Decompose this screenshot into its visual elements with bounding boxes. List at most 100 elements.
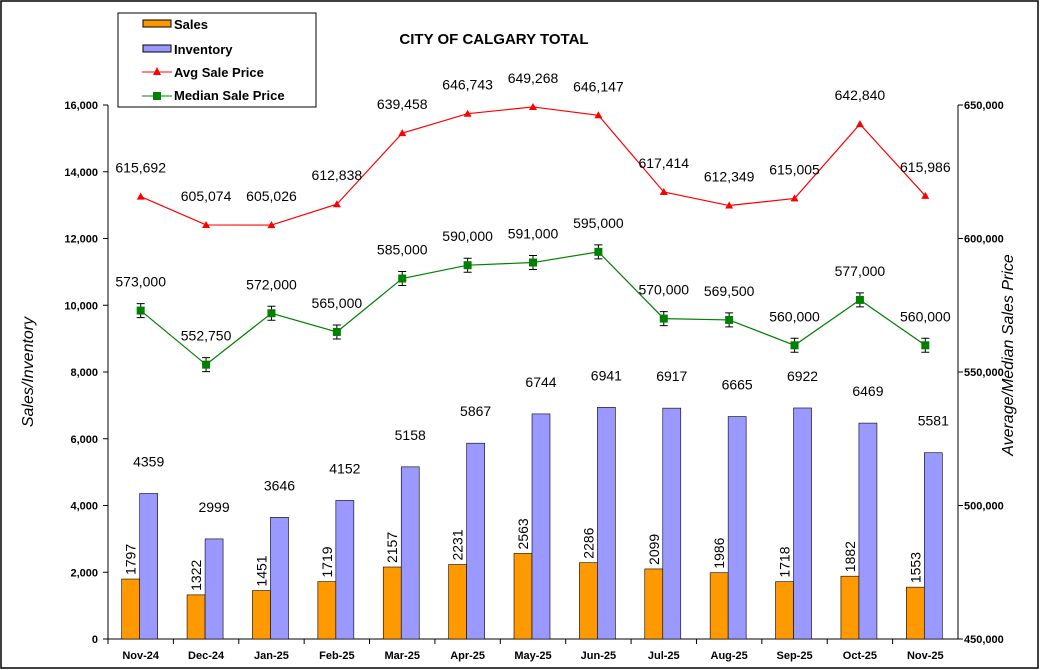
- sales-bar: [121, 578, 140, 640]
- legend-label-median: Median Sale Price: [174, 88, 285, 103]
- inventory-data-label: 4152: [329, 460, 360, 476]
- sales-bar: [252, 590, 271, 640]
- sales-data-label: 2157: [384, 532, 400, 563]
- left-tick-label: 2,000: [70, 567, 98, 579]
- avg-point: [463, 109, 472, 117]
- left-tick-label: 10,000: [64, 300, 98, 312]
- sales-data-label: 1718: [777, 546, 793, 577]
- sales-data-label: 2099: [646, 534, 662, 565]
- median-data-label: 565,000: [312, 295, 363, 311]
- right-tick-label: 600,000: [964, 234, 1004, 246]
- avg-point: [529, 102, 537, 110]
- x-tick-label: May-25: [514, 650, 551, 662]
- inventory-data-label: 6665: [722, 377, 753, 393]
- chart-title: CITY OF CALGARY TOTAL: [399, 31, 588, 48]
- x-tick-label: Sep-25: [776, 650, 812, 662]
- inventory-data-label: 5581: [918, 413, 949, 429]
- avg-point: [398, 129, 407, 137]
- right-tick-label: 450,000: [964, 634, 1004, 646]
- legend-triangle-marker: [153, 67, 161, 75]
- sales-bar: [840, 575, 860, 640]
- inventory-bar: [204, 538, 224, 640]
- median-point: [267, 309, 276, 318]
- avg-data-label: 615,692: [115, 160, 166, 176]
- avg-point: [267, 221, 276, 229]
- median-data-label: 560,000: [900, 308, 951, 324]
- legend-label-inventory: Inventory: [174, 42, 233, 57]
- median-point: [659, 314, 668, 323]
- right-tick-label: 550,000: [964, 367, 1004, 379]
- inventory-bar: [727, 416, 747, 640]
- inventory-bar: [924, 452, 943, 640]
- inventory-data-label: 5158: [395, 427, 426, 443]
- x-tick-label: Feb-25: [319, 650, 354, 662]
- inventory-bar: [531, 413, 551, 640]
- left-tick-label: 4,000: [70, 501, 98, 513]
- median-data-label: 570,000: [638, 282, 689, 298]
- left-tick-label: 6,000: [70, 434, 98, 446]
- sales-bar: [906, 586, 925, 640]
- inventory-data-label: 4359: [133, 454, 164, 470]
- left-tick-label: 8,000: [70, 367, 98, 379]
- median-point: [725, 315, 734, 324]
- avg-data-label: 615,005: [769, 161, 820, 177]
- x-tick-label: Aug-25: [711, 650, 748, 662]
- avg-point: [855, 120, 864, 128]
- sales-data-label: 1451: [253, 555, 269, 586]
- median-point: [398, 274, 407, 283]
- inventory-bar: [139, 493, 158, 640]
- sales-data-label: 1322: [188, 560, 204, 591]
- inventory-data-label: 3646: [264, 477, 295, 493]
- inventory-data-label: 5867: [460, 403, 491, 419]
- avg-point: [332, 200, 341, 208]
- right-tick-label: 650,000: [964, 100, 1004, 112]
- x-tick-label: Nov-24: [122, 650, 160, 662]
- legend-swatch-sales: [142, 19, 172, 28]
- median-point: [855, 295, 864, 304]
- median-point: [136, 306, 145, 315]
- median-data-label: 577,000: [835, 263, 886, 279]
- avg-data-label: 617,414: [638, 155, 689, 171]
- inventory-bar: [335, 500, 355, 640]
- median-point: [332, 327, 341, 336]
- inventory-bar: [466, 442, 485, 640]
- median-data-label: 590,000: [442, 228, 493, 244]
- left-tick-label: 0: [92, 634, 98, 646]
- median-point: [202, 360, 211, 369]
- x-tick-label: Jul-25: [648, 650, 680, 662]
- left-tick-label: 16,000: [64, 100, 98, 112]
- median-data-label: 572,000: [246, 276, 297, 292]
- avg-data-label: 639,458: [377, 96, 428, 112]
- right-tick-label: 500,000: [964, 501, 1004, 513]
- inventory-data-label: 6744: [525, 374, 556, 390]
- x-tick-label: Nov-25: [907, 650, 944, 662]
- avg-data-label: 646,743: [442, 77, 493, 93]
- legend-square-marker: [153, 92, 161, 100]
- left-axis-title: Sales/Inventory: [20, 316, 37, 427]
- avg-data-label: 605,026: [246, 188, 297, 204]
- x-tick-label: Apr-25: [450, 650, 485, 662]
- avg-data-label: 612,838: [312, 167, 363, 183]
- sales-bar: [186, 594, 206, 640]
- avg-data-label: 642,840: [835, 87, 886, 103]
- sales-bar: [709, 572, 729, 640]
- median-data-label: 560,000: [769, 308, 820, 324]
- avg-data-label: 646,147: [573, 78, 624, 94]
- inventory-data-label: 6922: [787, 368, 818, 384]
- avg-point: [725, 201, 734, 209]
- x-tick-label: Dec-24: [188, 650, 225, 662]
- median-point: [594, 247, 603, 256]
- avg-point: [921, 191, 930, 199]
- avg-data-label: 612,349: [704, 169, 755, 185]
- inventory-bar: [400, 466, 420, 640]
- inventory-data-label: 6941: [591, 367, 622, 383]
- legend-label-avg: Avg Sale Price: [174, 65, 264, 80]
- sales-data-label: 1719: [319, 546, 335, 577]
- sales-data-label: 2231: [450, 529, 466, 560]
- avg-data-label: 605,074: [181, 188, 232, 204]
- legend-label-sales: Sales: [174, 17, 208, 32]
- sales-bar: [775, 581, 794, 640]
- avg-point: [790, 194, 799, 202]
- median-data-label: 591,000: [508, 226, 559, 242]
- left-tick-label: 14,000: [64, 167, 98, 179]
